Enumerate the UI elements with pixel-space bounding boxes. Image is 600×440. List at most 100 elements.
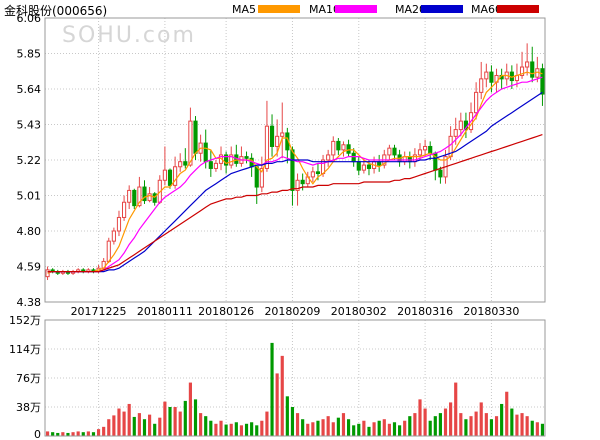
candle-body-up xyxy=(453,129,458,137)
candle-body-up xyxy=(188,120,193,166)
candle-body-up xyxy=(417,149,423,156)
volume-bar xyxy=(454,382,458,436)
volume-bar xyxy=(520,413,524,436)
legend-label-ma60: MA60 xyxy=(471,3,502,16)
price-tick-label: 5.22 xyxy=(17,154,42,167)
volume-bar xyxy=(61,432,65,436)
volume-bar xyxy=(234,422,238,436)
volume-bar xyxy=(510,408,514,436)
volume-bar xyxy=(137,413,141,436)
candle-body-down xyxy=(438,169,443,178)
date-tick-label: 20180330 xyxy=(463,305,519,318)
legend-label-ma5: MA5 xyxy=(232,3,256,16)
ma-line-ma5 xyxy=(47,71,543,274)
ma-line-ma20 xyxy=(47,91,543,273)
volume-bar xyxy=(464,419,468,436)
volume-bar xyxy=(229,423,233,436)
candle-body-up xyxy=(341,144,346,151)
legend-swatch-ma5 xyxy=(258,5,300,13)
candle-body-up xyxy=(326,154,331,161)
volume-panel-frame xyxy=(44,319,546,437)
volume-bar xyxy=(117,408,121,436)
candle-body-up xyxy=(519,66,525,76)
volume-bar xyxy=(107,419,111,436)
candlestick-series xyxy=(45,43,545,281)
candle-body-up xyxy=(387,147,392,156)
volume-bar xyxy=(86,431,90,436)
volume-bar xyxy=(188,382,192,436)
volume-bar xyxy=(392,422,397,436)
price-tick-label: 4.38 xyxy=(17,296,42,309)
legend: MA5 MA10 MA20 MA60 xyxy=(232,3,539,16)
candle-body-down xyxy=(346,144,351,154)
volume-bar xyxy=(183,400,187,436)
candle-body-up xyxy=(162,169,167,181)
date-tick-label: 20171225 xyxy=(71,305,127,318)
volume-bar xyxy=(408,416,412,436)
volume-bar xyxy=(377,420,381,436)
volume-bar xyxy=(45,431,50,436)
candle-body-down xyxy=(269,125,275,147)
volume-bar xyxy=(193,399,198,436)
candle-body-down xyxy=(489,71,494,83)
candle-body-down xyxy=(254,166,259,188)
candle-body-up xyxy=(229,154,234,166)
ma-line-ma60 xyxy=(47,134,543,273)
candle-body-up xyxy=(458,120,463,131)
candle-body-up xyxy=(361,164,366,171)
candle-body-down xyxy=(167,169,173,186)
candle-body-down xyxy=(300,179,305,185)
volume-bar xyxy=(515,414,519,436)
candle-body-down xyxy=(142,186,147,202)
price-tick-label: 4.80 xyxy=(17,225,42,238)
candle-body-up xyxy=(525,61,530,68)
candle-body-down xyxy=(351,152,356,163)
volume-bar xyxy=(244,423,249,436)
volume-bar xyxy=(199,413,203,436)
volume-bar xyxy=(341,413,346,436)
volume-bar xyxy=(224,424,228,436)
legend-swatch-ma20 xyxy=(421,5,463,13)
candle-body-up xyxy=(474,91,479,114)
volume-bar xyxy=(132,416,136,436)
candle-body-up xyxy=(137,186,142,207)
candle-body-up xyxy=(331,140,336,156)
date-tick-label: 20180111 xyxy=(137,305,193,318)
candle-body-up xyxy=(259,167,264,188)
volume-bar xyxy=(398,425,402,436)
volume-bar xyxy=(418,399,422,436)
price-panel-frame xyxy=(44,17,546,303)
volume-bar xyxy=(163,401,167,436)
volume-bar xyxy=(112,415,116,436)
volume-bar xyxy=(438,413,442,436)
volume-bar xyxy=(265,411,269,436)
volume-bar xyxy=(372,422,376,436)
volume-bar xyxy=(321,419,325,436)
volume-bar xyxy=(250,422,254,436)
candle-body-down xyxy=(356,161,361,171)
date-tick-label: 20180302 xyxy=(331,305,387,318)
volume-bar xyxy=(280,355,284,436)
volume-bar xyxy=(505,391,509,436)
candle-body-down xyxy=(193,120,198,154)
candle-body-up xyxy=(275,135,280,147)
volume-bar xyxy=(153,423,157,436)
volume-bar xyxy=(484,413,488,436)
candle-body-up xyxy=(295,179,300,191)
price-axis-labels: 6.06 5.85 5.64 5.43 5.22 5.01 4.80 4.59 4.38 xyxy=(17,12,42,309)
volume-tick-label: 76万 xyxy=(16,372,41,385)
volume-bar xyxy=(158,417,162,436)
volume-bar xyxy=(76,431,80,436)
volume-bar xyxy=(494,416,499,436)
volume-bar xyxy=(142,419,147,436)
volume-bar xyxy=(71,432,75,436)
volume-bar xyxy=(331,422,335,436)
candle-body-down xyxy=(392,147,397,156)
volume-bar xyxy=(469,416,473,436)
price-tick-label: 6.06 xyxy=(17,12,42,25)
candle-body-down xyxy=(224,154,229,166)
candle-body-down xyxy=(132,189,137,207)
candle-body-up xyxy=(412,154,417,163)
volume-bar xyxy=(525,416,529,436)
volume-bar xyxy=(352,425,356,436)
